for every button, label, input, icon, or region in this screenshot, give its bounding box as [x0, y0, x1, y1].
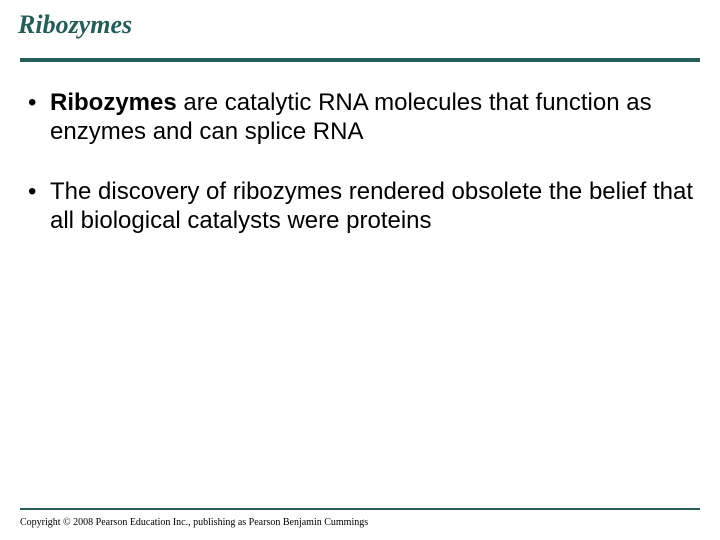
bullet-text: The discovery of ribozymes rendered obso… [50, 178, 693, 234]
bullet-item: The discovery of ribozymes rendered obso… [22, 177, 700, 236]
title-rule [20, 58, 700, 62]
copyright-text: Copyright © 2008 Pearson Education Inc.,… [20, 517, 368, 528]
slide-container: Ribozymes Ribozymes are catalytic RNA mo… [0, 0, 720, 540]
bullet-lead: Ribozymes [50, 89, 177, 116]
slide-title: Ribozymes [18, 10, 700, 40]
bullet-list: Ribozymes are catalytic RNA molecules th… [20, 88, 700, 235]
bullet-item: Ribozymes are catalytic RNA molecules th… [22, 88, 700, 147]
footer-rule [20, 508, 700, 510]
